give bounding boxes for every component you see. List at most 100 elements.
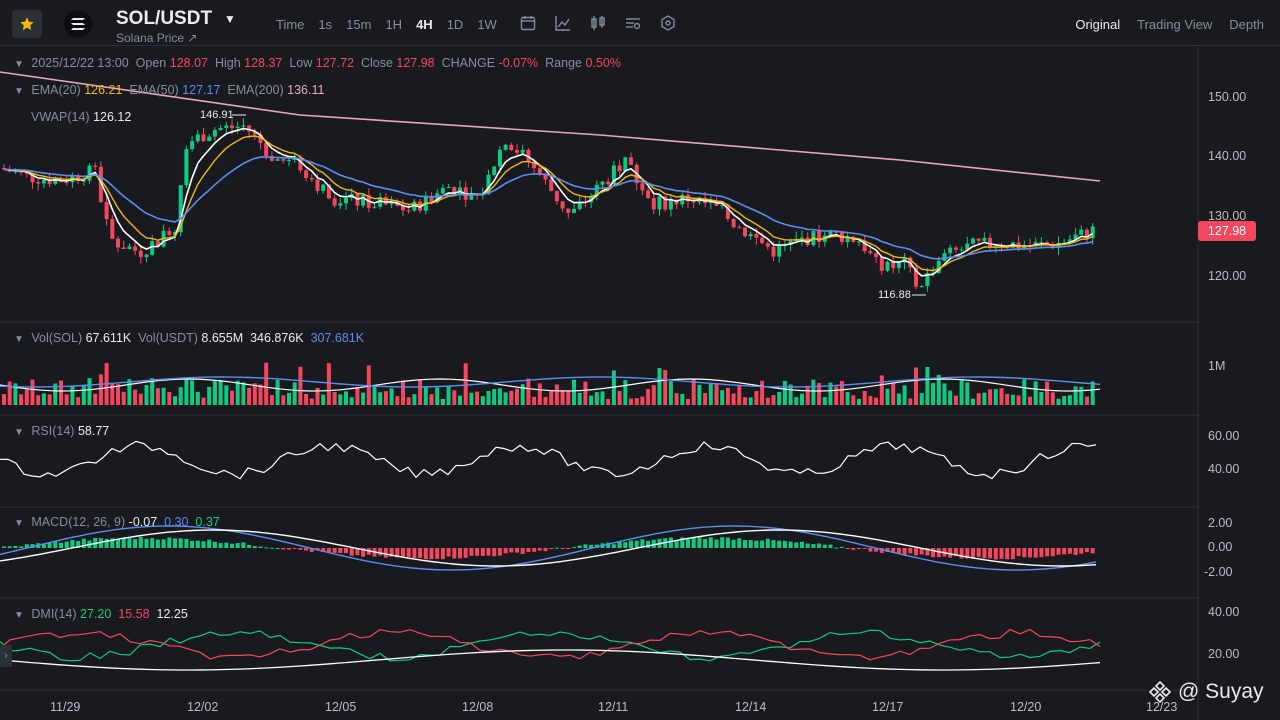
volume-bar — [634, 398, 639, 405]
volume-bar — [782, 380, 787, 405]
favorite-star-button[interactable] — [12, 10, 42, 38]
volume-bar — [2, 394, 6, 405]
view-depth[interactable]: Depth — [1229, 17, 1264, 32]
price-candle — [98, 166, 103, 203]
collapse-caret-icon[interactable]: ▼ — [14, 610, 24, 621]
price-candle — [748, 233, 753, 237]
chevron-down-icon[interactable]: ▼ — [224, 12, 236, 26]
price-chart[interactable] — [0, 47, 1280, 720]
volume-bar — [440, 398, 445, 405]
volume-bar — [275, 379, 280, 405]
volume-bar — [167, 391, 172, 405]
collapse-caret-icon[interactable]: ▼ — [14, 59, 24, 70]
volume-bar — [401, 380, 405, 405]
macd-histogram-bar — [281, 548, 286, 550]
macd-histogram-bar — [891, 548, 896, 552]
volume-bar — [708, 384, 713, 405]
macd-histogram-bar — [338, 548, 343, 553]
collapse-caret-icon[interactable]: ▼ — [14, 86, 24, 97]
macd-histogram-bar — [560, 548, 565, 549]
scroll-left-button[interactable]: › — [0, 645, 12, 667]
pair-selector[interactable]: SOL/USDT — [116, 8, 213, 29]
volume-bar — [777, 391, 782, 405]
view-original[interactable]: Original — [1075, 17, 1121, 32]
interval-4h[interactable]: 4H — [416, 17, 433, 32]
ema200-line — [0, 71, 1101, 182]
macd-histogram-bar — [822, 544, 827, 548]
rsi-value: 58.77 — [77, 424, 110, 438]
macd-histogram-bar — [554, 547, 559, 549]
macd-line — [0, 525, 1097, 571]
volume-bar — [554, 384, 559, 405]
volume-bar — [190, 380, 195, 405]
macd-axis-label: 0.00 — [1208, 540, 1233, 554]
volume-bar — [76, 397, 81, 405]
pair-subtitle-link[interactable]: Solana Price ↗ — [116, 31, 198, 45]
date-axis-label: 12/08 — [462, 700, 494, 714]
macd-axis-label: 2.00 — [1208, 516, 1233, 530]
volume-bar — [30, 379, 35, 405]
volume-bar — [743, 397, 747, 405]
volume-bar — [332, 392, 337, 405]
volume-bar — [828, 382, 833, 405]
price-candle — [845, 236, 850, 243]
volume-bar — [805, 385, 810, 405]
macd-histogram-bar — [708, 537, 713, 548]
collapse-caret-icon[interactable]: ▼ — [14, 518, 24, 529]
macd-signal-value: 0.30 — [164, 515, 189, 529]
interval-15m[interactable]: 15m — [346, 17, 372, 32]
collapse-caret-icon[interactable]: ▼ — [14, 427, 24, 438]
macd-histogram-bar — [458, 548, 462, 559]
view-trading-view[interactable]: Trading View — [1137, 17, 1213, 32]
interval-1h[interactable]: 1H — [385, 17, 403, 32]
volume-bar — [988, 389, 993, 405]
macd-histogram-bar — [668, 537, 673, 548]
volume-bar — [953, 395, 958, 405]
volume-bar — [110, 383, 115, 405]
volume-bar — [298, 366, 303, 405]
volume-bar — [1033, 381, 1038, 405]
volume-bar — [281, 395, 286, 405]
price-candle — [252, 131, 257, 135]
macd-histogram-bar — [999, 548, 1004, 559]
macd-histogram-bar — [885, 548, 890, 552]
volume-bar — [560, 390, 565, 405]
volume-bar — [520, 384, 525, 405]
macd-histogram-bar — [230, 543, 234, 548]
line-chart-icon[interactable] — [555, 15, 571, 31]
interval-1d[interactable]: 1D — [446, 17, 464, 32]
interval-1s[interactable]: 1s — [318, 17, 333, 32]
macd-histogram-bar — [344, 548, 348, 554]
rsi-axis-label: 40.00 — [1208, 462, 1240, 476]
macd-histogram-bar — [241, 542, 246, 548]
price-candle — [760, 237, 765, 244]
macd-histogram-bar — [771, 540, 776, 548]
price-candle — [771, 246, 776, 257]
macd-histogram-bar — [497, 548, 502, 556]
macd-histogram-bar — [184, 538, 189, 548]
macd-histogram-bar — [566, 548, 571, 549]
macd-histogram-bar — [378, 548, 383, 556]
volume-bar — [64, 394, 69, 405]
interval-1w[interactable]: 1W — [477, 17, 497, 32]
settings-hex-icon[interactable] — [660, 15, 676, 31]
volume-bar — [344, 391, 348, 405]
price-candle — [116, 238, 120, 248]
volume-bar — [583, 381, 588, 405]
macd-histogram-bar — [287, 548, 291, 550]
macd-histogram-bar — [919, 548, 924, 555]
calendar-icon[interactable] — [520, 15, 536, 31]
macd-histogram-bar — [800, 541, 804, 548]
macd-histogram-bar — [440, 548, 445, 560]
indicator-settings-icon[interactable] — [625, 15, 641, 31]
interval-time[interactable]: Time — [276, 17, 305, 32]
price-candle — [976, 238, 981, 241]
volume-bar — [788, 384, 793, 405]
candles-icon[interactable] — [590, 15, 606, 31]
volume-bar — [309, 398, 314, 405]
collapse-caret-icon[interactable]: ▼ — [14, 334, 24, 345]
macd-histogram-bar — [1016, 548, 1021, 557]
volume-bar — [526, 378, 531, 405]
volume-legend: ▼ Vol(SOL) 67.611K Vol(USDT) 8.655M 346.… — [14, 331, 364, 345]
macd-histogram-bar — [617, 541, 622, 548]
